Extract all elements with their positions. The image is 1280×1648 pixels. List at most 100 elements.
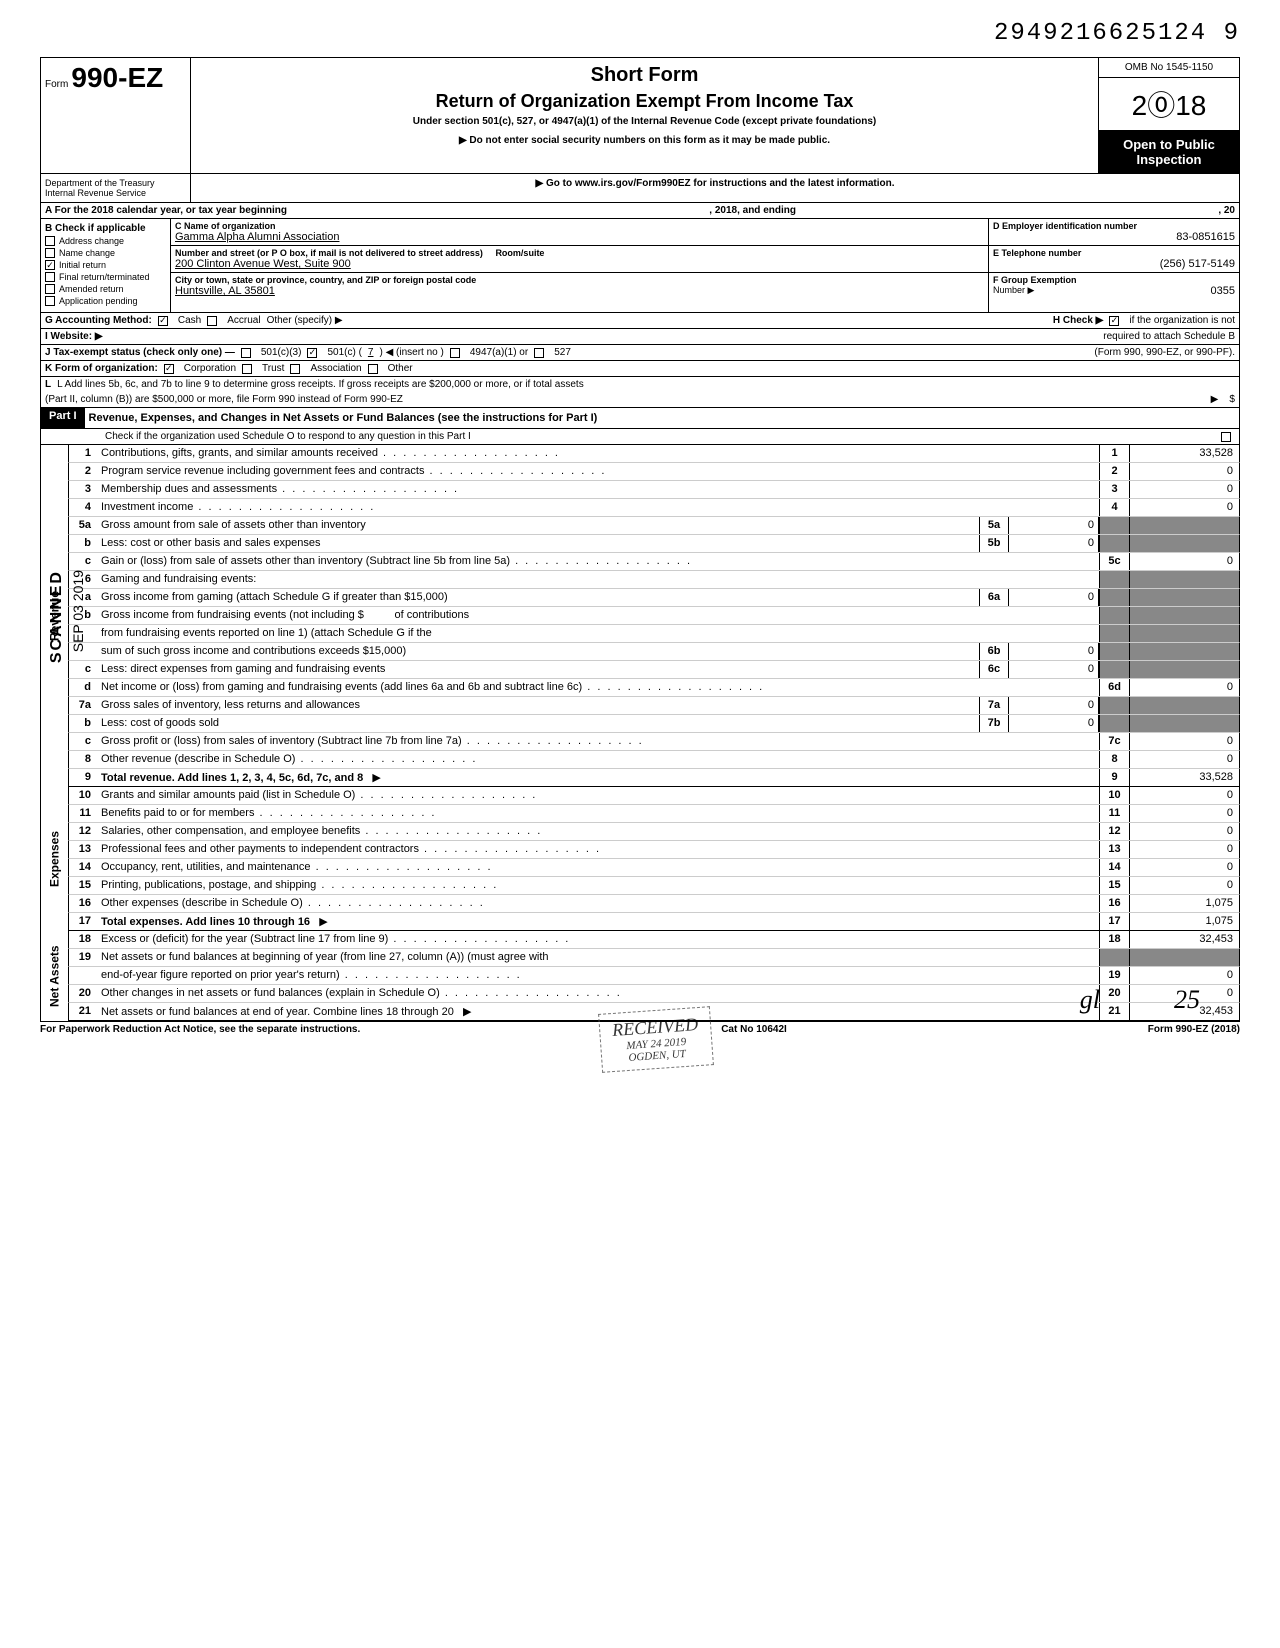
group-exemption-row: F Group Exemption Number ▶0355 <box>989 273 1239 299</box>
line-7c: cGross profit or (loss) from sales of in… <box>68 733 1240 751</box>
line-6b-1: bGross income from fundraising events (n… <box>68 607 1240 625</box>
line-16: 16Other expenses (describe in Schedule O… <box>68 895 1240 913</box>
row-l1: LL Add lines 5b, 6c, and 7b to line 9 to… <box>40 377 1240 392</box>
phone-row: E Telephone number (256) 517-5149 <box>989 246 1239 273</box>
ein-row: D Employer identification number 83-0851… <box>989 219 1239 246</box>
row-l2: (Part II, column (B)) are $500,000 or mo… <box>40 392 1240 408</box>
form-number-box: Form 990-EZ <box>41 58 191 173</box>
line-6a: aGross income from gaming (attach Schedu… <box>68 589 1240 607</box>
line-17: 17Total expenses. Add lines 10 through 1… <box>68 913 1240 931</box>
checkbox-icon[interactable]: ✓ <box>45 260 55 270</box>
line-19-1: 19Net assets or fund balances at beginni… <box>68 949 1240 967</box>
col-c: C Name of organization Gamma Alpha Alumn… <box>171 219 989 312</box>
checkbox-icon[interactable] <box>45 272 55 282</box>
checkbox-icon[interactable] <box>45 284 55 294</box>
checkbox-icon[interactable]: ✓ <box>1109 316 1119 326</box>
line-19-2: end-of-year figure reported on prior yea… <box>68 967 1240 985</box>
header-right: OMB No 1545-1150 2⓪18 Open to Public Ins… <box>1099 58 1239 173</box>
info-grid: B Check if applicable Address change Nam… <box>40 219 1240 313</box>
checkbox-icon[interactable] <box>534 348 544 358</box>
part1-header: Part I Revenue, Expenses, and Changes in… <box>40 408 1240 429</box>
under-section: Under section 501(c), 527, or 4947(a)(1)… <box>197 116 1092 127</box>
group-number: 0355 <box>1211 285 1235 297</box>
line-5c: cGain or (loss) from sale of assets othe… <box>68 553 1240 571</box>
handwriting-1: gl <box>1080 985 1100 1015</box>
line-4: 4Investment income40 <box>68 499 1240 517</box>
line-6d: dNet income or (loss) from gaming and fu… <box>68 679 1240 697</box>
line-9: 9Total revenue. Add lines 1, 2, 3, 4, 5c… <box>68 769 1240 787</box>
checkbox-icon[interactable] <box>242 364 252 374</box>
footer-left: For Paperwork Reduction Act Notice, see … <box>40 1024 360 1035</box>
checkbox-icon[interactable] <box>45 236 55 246</box>
form-prefix: Form <box>45 79 68 90</box>
line-6b-3: sum of such gross income and contributio… <box>68 643 1240 661</box>
checkbox-icon[interactable] <box>368 364 378 374</box>
checkbox-icon[interactable]: ✓ <box>307 348 317 358</box>
dept-treasury: Department of the Treasury Internal Reve… <box>41 174 191 202</box>
line-18: 18Excess or (deficit) for the year (Subt… <box>68 931 1240 949</box>
form-container: 2949216625124 9 Form 990-EZ Short Form R… <box>40 20 1240 1035</box>
phone: (256) 517-5149 <box>993 258 1235 270</box>
row-k: K Form of organization: ✓Corporation Tru… <box>40 361 1240 377</box>
short-form-title: Short Form <box>197 64 1092 87</box>
goto-line: ▶ Go to www.irs.gov/Form990EZ for instru… <box>191 174 1239 202</box>
side-expenses: Expenses <box>40 787 68 931</box>
row-g-h: G Accounting Method: ✓Cash Accrual Other… <box>40 313 1240 329</box>
checkbox-icon[interactable] <box>241 348 251 358</box>
footer-right: Form 990-EZ (2018) <box>1148 1024 1240 1035</box>
form-number: 990-EZ <box>71 62 163 93</box>
ssn-note: ▶ Do not enter social security numbers o… <box>197 135 1092 146</box>
col-b: B Check if applicable Address change Nam… <box>41 219 171 312</box>
line-15: 15Printing, publications, postage, and s… <box>68 877 1240 895</box>
header-center: Short Form Return of Organization Exempt… <box>191 58 1099 173</box>
org-name-row: C Name of organization Gamma Alpha Alumn… <box>171 219 988 246</box>
section-a: A For the 2018 calendar year, or tax yea… <box>40 203 1240 219</box>
side-netassets: Net Assets <box>40 931 68 1021</box>
col-b-label: B Check if applicable <box>45 223 166 234</box>
line-14: 14Occupancy, rent, utilities, and mainte… <box>68 859 1240 877</box>
line-8: 8Other revenue (describe in Schedule O)8… <box>68 751 1240 769</box>
checkbox-icon[interactable] <box>207 316 217 326</box>
chk-pending: Application pending <box>45 296 166 306</box>
return-title: Return of Organization Exempt From Incom… <box>197 91 1092 112</box>
street-row: Number and street (or P O box, if mail i… <box>171 246 988 273</box>
city: Huntsville, AL 35801 <box>175 285 984 297</box>
part-label: Part I <box>41 408 85 428</box>
header: Form 990-EZ Short Form Return of Organiz… <box>40 57 1240 174</box>
footer-mid: Cat No 10642I <box>721 1024 787 1035</box>
line-7a: 7aGross sales of inventory, less returns… <box>68 697 1240 715</box>
org-name: Gamma Alpha Alumni Association <box>175 231 984 243</box>
line-12: 12Salaries, other compensation, and empl… <box>68 823 1240 841</box>
chk-final: Final return/terminated <box>45 272 166 282</box>
omb-number: OMB No 1545-1150 <box>1099 58 1239 78</box>
row-i: I Website: ▶ required to attach Schedule… <box>40 329 1240 345</box>
line-13: 13Professional fees and other payments t… <box>68 841 1240 859</box>
line-3: 3Membership dues and assessments30 <box>68 481 1240 499</box>
part1-check: Check if the organization used Schedule … <box>40 429 1240 445</box>
line-5b: bLess: cost or other basis and sales exp… <box>68 535 1240 553</box>
street: 200 Clinton Avenue West, Suite 900 <box>175 258 984 270</box>
document-id: 2949216625124 9 <box>40 20 1240 47</box>
line-7b: bLess: cost of goods sold7b0 <box>68 715 1240 733</box>
part-title: Revenue, Expenses, and Changes in Net As… <box>85 408 1239 428</box>
netassets-block: Net Assets 18Excess or (deficit) for the… <box>40 931 1240 1021</box>
dept-row: Department of the Treasury Internal Reve… <box>40 174 1240 203</box>
revenue-block: Revenue 1Contributions, gifts, grants, a… <box>40 445 1240 787</box>
checkbox-icon[interactable] <box>450 348 460 358</box>
expenses-block: Expenses 10Grants and similar amounts pa… <box>40 787 1240 931</box>
line-20: 20Other changes in net assets or fund ba… <box>68 985 1240 1003</box>
line-2: 2Program service revenue including gover… <box>68 463 1240 481</box>
line-10: 10Grants and similar amounts paid (list … <box>68 787 1240 805</box>
handwriting-2: 25 <box>1174 985 1200 1015</box>
checkbox-icon[interactable]: ✓ <box>158 316 168 326</box>
checkbox-icon[interactable] <box>45 296 55 306</box>
chk-address: Address change <box>45 236 166 246</box>
chk-name: Name change <box>45 248 166 258</box>
checkbox-icon[interactable] <box>45 248 55 258</box>
line-6c: cLess: direct expenses from gaming and f… <box>68 661 1240 679</box>
line-6: 6Gaming and fundraising events: <box>68 571 1240 589</box>
checkbox-icon[interactable] <box>290 364 300 374</box>
checkbox-icon[interactable]: ✓ <box>164 364 174 374</box>
line-5a: 5aGross amount from sale of assets other… <box>68 517 1240 535</box>
checkbox-icon[interactable] <box>1221 432 1231 442</box>
